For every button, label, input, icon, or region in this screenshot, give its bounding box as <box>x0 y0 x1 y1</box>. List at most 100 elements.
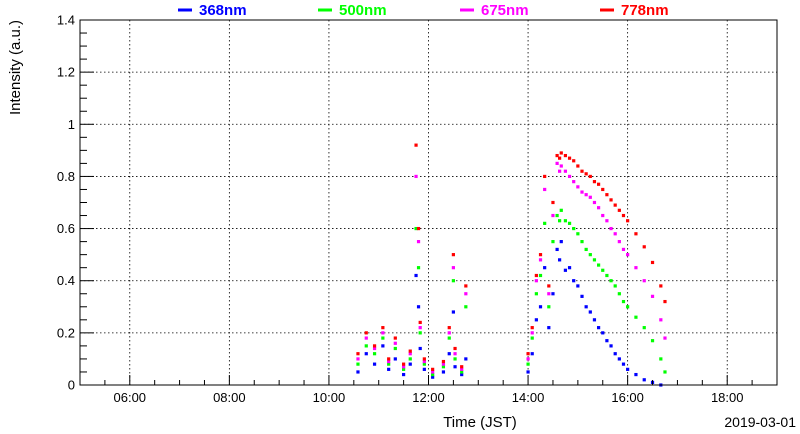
data-point <box>663 299 667 304</box>
data-point <box>551 292 555 296</box>
data-point <box>364 352 368 356</box>
data-point <box>526 352 530 356</box>
x-tick-label: 08:00 <box>213 390 246 405</box>
data-point <box>422 357 426 361</box>
data-point <box>634 372 638 377</box>
data-point <box>584 247 588 252</box>
data-point <box>431 372 435 377</box>
data-point <box>364 344 368 348</box>
data-point <box>597 182 601 186</box>
data-point <box>650 260 655 265</box>
x-tick-label: 06:00 <box>114 390 147 405</box>
data-point <box>551 240 555 244</box>
data-point <box>381 331 385 335</box>
data-point <box>621 213 626 218</box>
data-point <box>453 352 457 356</box>
data-point <box>588 253 592 257</box>
data-point <box>567 221 572 225</box>
data-point <box>601 268 605 272</box>
data-point <box>538 253 543 257</box>
data-point <box>663 370 667 374</box>
data-point <box>563 219 568 223</box>
data-point <box>605 273 609 278</box>
data-point <box>555 247 559 252</box>
data-point <box>422 367 426 371</box>
data-point <box>381 336 385 340</box>
data-point <box>441 365 446 369</box>
data-point <box>447 326 451 330</box>
data-point <box>605 219 609 223</box>
data-point <box>453 365 457 369</box>
data-point <box>605 193 609 197</box>
y-tick-label: 0.2 <box>57 325 75 340</box>
data-point <box>601 331 605 335</box>
legend: 368nm 500nm 675nm 778nm <box>178 2 669 19</box>
data-point <box>408 349 412 353</box>
y-tick-label: 0.6 <box>57 221 75 236</box>
data-point <box>464 357 468 361</box>
data-point <box>626 219 630 223</box>
x-axis-label: Time (JST) <box>443 414 517 431</box>
data-point <box>451 253 455 257</box>
data-point <box>534 273 538 278</box>
data-point <box>572 279 576 283</box>
data-point <box>460 372 464 377</box>
data-point <box>538 258 543 262</box>
data-point <box>621 362 626 366</box>
data-point <box>416 240 421 244</box>
data-point <box>526 357 530 361</box>
data-point <box>547 305 551 309</box>
data-point <box>659 318 663 322</box>
axis-ticks: 06:00 08:00 10:00 12:00 14:00 16:00 18:00 0 0.2 0… <box>57 13 778 405</box>
data-point <box>588 310 592 314</box>
data-point <box>558 219 562 223</box>
x-tick-label: 10:00 <box>313 390 346 405</box>
data-point <box>451 266 455 270</box>
data-point <box>402 365 406 369</box>
data-point <box>356 357 360 361</box>
data-point <box>572 159 576 163</box>
data-point <box>453 346 457 351</box>
data-point <box>381 326 385 330</box>
data-point <box>543 174 547 179</box>
y-tick-label: 0.4 <box>57 273 75 288</box>
data-point <box>572 226 576 231</box>
data-point <box>559 208 563 212</box>
data-point <box>372 346 377 351</box>
data-point <box>414 226 418 231</box>
data-point <box>555 213 559 218</box>
data-point <box>555 161 559 165</box>
data-point <box>597 206 601 210</box>
data-point <box>422 362 426 366</box>
data-point <box>393 336 397 340</box>
data-point <box>418 326 422 330</box>
data-point <box>402 372 406 377</box>
x-tick-label: 14:00 <box>512 390 545 405</box>
data-point <box>563 153 568 158</box>
data-point <box>558 258 562 262</box>
data-point <box>576 284 580 288</box>
data-point <box>551 213 555 218</box>
data-point <box>558 169 562 173</box>
data-point <box>451 279 455 283</box>
data-point <box>559 151 563 155</box>
data-point <box>559 240 563 244</box>
data-point <box>613 203 617 207</box>
data-point <box>530 331 534 335</box>
data-point <box>597 263 601 267</box>
y-tick-label: 1.4 <box>57 13 75 28</box>
data-point <box>588 174 592 179</box>
data-point <box>642 279 646 283</box>
data-point <box>418 320 422 325</box>
data-point <box>372 344 377 348</box>
data-point <box>609 226 613 231</box>
data-point <box>356 352 360 356</box>
y-axis-label: Intensity (a.u.) <box>7 20 24 115</box>
data-point <box>408 352 412 356</box>
data-point <box>580 294 584 298</box>
data-point <box>601 213 605 218</box>
data-point <box>356 370 360 374</box>
data-point <box>642 326 646 330</box>
legend-label: 675nm <box>481 2 529 19</box>
